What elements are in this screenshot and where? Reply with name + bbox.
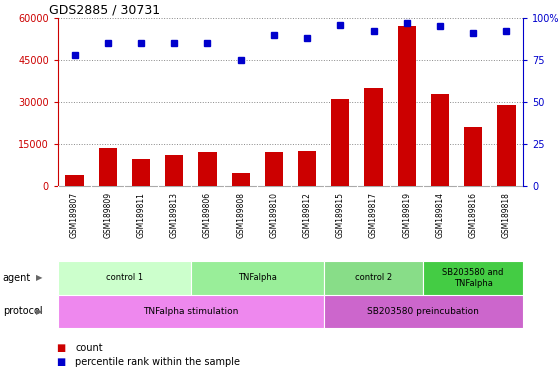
Bar (464, 127, 482, 186)
Text: ▶: ▶ (36, 273, 43, 283)
Bar (232, 174, 250, 186)
Text: GSM189818: GSM189818 (502, 192, 511, 238)
Text: GSM189817: GSM189817 (369, 192, 378, 238)
Bar (331, 99, 349, 186)
Text: percentile rank within the sample: percentile rank within the sample (75, 357, 240, 367)
Bar (431, 94, 449, 186)
Bar (165, 155, 184, 186)
Text: ■: ■ (56, 343, 65, 353)
Bar (324, 295, 523, 328)
Text: GSM189806: GSM189806 (203, 192, 212, 238)
Text: GSM189815: GSM189815 (336, 192, 345, 238)
Text: GDS2885 / 30731: GDS2885 / 30731 (49, 4, 160, 17)
Bar (398, 26, 416, 186)
Text: count: count (75, 343, 103, 353)
Text: GSM189808: GSM189808 (236, 192, 245, 238)
Bar (58, 295, 324, 328)
Text: GSM189819: GSM189819 (402, 192, 411, 238)
Bar (324, 261, 424, 295)
Bar (65, 175, 84, 186)
Bar (99, 148, 117, 186)
Bar (264, 152, 283, 186)
Text: TNFalpha stimulation: TNFalpha stimulation (143, 307, 238, 316)
Bar (364, 88, 383, 186)
Text: SB203580 preincubation: SB203580 preincubation (367, 307, 479, 316)
Text: SB203580 and
TNFalpha: SB203580 and TNFalpha (442, 268, 504, 288)
Bar (497, 105, 516, 186)
Text: GSM189809: GSM189809 (103, 192, 112, 238)
Text: GSM189810: GSM189810 (270, 192, 278, 238)
Text: ■: ■ (56, 357, 65, 367)
Text: control 1: control 1 (106, 273, 143, 283)
Text: GSM189811: GSM189811 (137, 192, 146, 238)
Text: protocol: protocol (3, 306, 42, 316)
Text: agent: agent (3, 273, 31, 283)
Text: TNFalpha: TNFalpha (238, 273, 277, 283)
Bar (198, 152, 217, 186)
Bar (191, 261, 324, 295)
Bar (298, 151, 316, 186)
Text: GSM189814: GSM189814 (435, 192, 445, 238)
Bar (58, 261, 191, 295)
Bar (424, 261, 523, 295)
Bar (132, 159, 150, 186)
Text: GSM189813: GSM189813 (170, 192, 179, 238)
Text: GSM189812: GSM189812 (302, 192, 311, 238)
Text: control 2: control 2 (355, 273, 392, 283)
Text: GSM189816: GSM189816 (469, 192, 478, 238)
Text: ▶: ▶ (36, 307, 43, 316)
Text: GSM189807: GSM189807 (70, 192, 79, 238)
